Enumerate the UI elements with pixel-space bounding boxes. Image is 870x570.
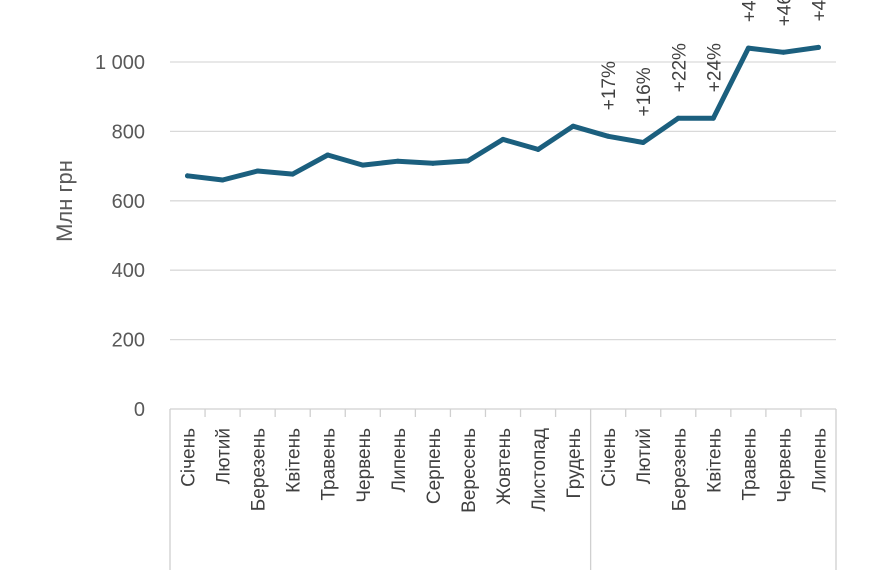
data-point — [255, 168, 261, 174]
x-tick-label: Липень — [389, 428, 410, 492]
x-tick-label: Травень — [739, 428, 760, 501]
y-tick-label: 400 — [112, 260, 145, 282]
data-point — [395, 158, 401, 164]
x-tick-label: Лютий — [634, 428, 655, 484]
data-label: +42% — [739, 0, 760, 22]
x-tick-label: Лютий — [214, 428, 235, 484]
x-tick-label: Вересень — [459, 428, 480, 513]
data-label: +46% — [774, 0, 795, 26]
data-label: +46% — [809, 0, 830, 21]
y-tick-label: 600 — [112, 191, 145, 213]
data-label: +17% — [599, 61, 620, 110]
x-group-label: 2026 — [691, 567, 736, 570]
x-tick-label: Квітень — [284, 428, 305, 493]
y-tick-label: 800 — [112, 121, 145, 143]
y-tick-label: 200 — [112, 330, 145, 352]
data-label: +24% — [704, 43, 725, 92]
x-tick-label: Липень — [809, 428, 830, 492]
data-point — [325, 152, 331, 158]
data-label: +16% — [634, 67, 655, 116]
data-point — [780, 49, 786, 55]
x-tick-label: Травень — [319, 428, 340, 501]
data-point — [290, 171, 296, 177]
data-point — [465, 158, 471, 164]
data-point — [430, 160, 436, 166]
x-tick-label: Березень — [669, 428, 690, 511]
y-tick-label: 0 — [134, 399, 145, 421]
y-tick-label: 1 000 — [95, 52, 145, 74]
data-point — [815, 44, 821, 50]
data-point — [570, 123, 576, 129]
data-point — [185, 173, 191, 179]
x-tick-label: Березень — [249, 428, 270, 511]
x-tick-label: Грудень — [564, 428, 585, 499]
data-point — [745, 45, 751, 51]
x-tick-label: Червень — [774, 428, 795, 503]
x-tick-label: Червень — [354, 428, 375, 503]
data-label: +22% — [669, 43, 690, 92]
data-point — [500, 136, 506, 142]
x-tick-label: Квітень — [704, 428, 725, 493]
x-tick-label: Серпень — [424, 428, 445, 504]
data-point — [710, 115, 716, 121]
data-point — [675, 115, 681, 121]
data-point — [360, 162, 366, 168]
x-tick-label: Січень — [599, 428, 620, 487]
data-point — [535, 146, 541, 152]
y-axis-title: Млн грн — [52, 160, 77, 242]
data-point — [605, 133, 611, 139]
data-point — [640, 140, 646, 146]
x-tick-label: Січень — [179, 428, 200, 487]
x-tick-label: Жовтень — [494, 428, 515, 505]
x-group-label: 2025 — [358, 567, 403, 570]
data-point — [220, 177, 226, 183]
x-tick-label: Листопад — [529, 428, 550, 512]
